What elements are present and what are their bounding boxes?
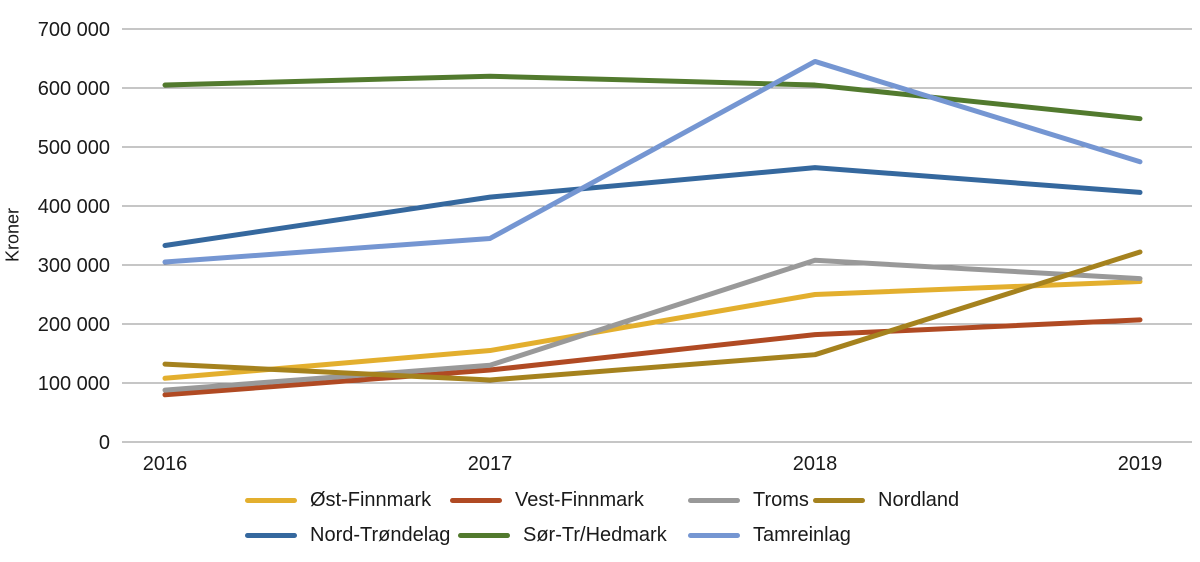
y-tick-label: 600 000: [38, 78, 110, 100]
x-tick-label: 2017: [468, 453, 513, 475]
series-line-tamreinlag: [162, 58, 1143, 265]
y-tick-label: 300 000: [38, 255, 110, 277]
legend-item-nordland: Nordland: [813, 488, 959, 512]
legend-item-øst-finnmark: Øst-Finnmark: [245, 488, 431, 512]
x-tick-label: 2019: [1118, 453, 1163, 475]
y-axis-title: Kroner: [2, 207, 23, 263]
legend-swatch-sør-tr-hedmark: [458, 532, 510, 538]
legend-swatch-øst-finnmark: [245, 497, 297, 503]
legend-item-tamreinlag: Tamreinlag: [688, 523, 851, 547]
legend-swatch-nord-trøndelag: [245, 532, 297, 538]
x-tick-label: 2018: [793, 453, 838, 475]
series-line-troms: [162, 257, 1143, 393]
y-tick-label: 700 000: [38, 19, 110, 41]
y-tick-label: 200 000: [38, 314, 110, 336]
legend-item-nord-trøndelag: Nord-Trøndelag: [245, 523, 450, 547]
legend-item-sør-tr-hedmark: Sør-Tr/Hedmark: [458, 523, 667, 547]
legend-swatch-troms: [688, 497, 740, 503]
legend-label: Nordland: [878, 489, 960, 511]
series-line-nordland: [162, 249, 1143, 383]
legend-label: Øst-Finnmark: [310, 489, 432, 511]
legend-swatch-nordland: [813, 497, 865, 503]
y-tick-label: 0: [99, 432, 110, 454]
legend-swatch-tamreinlag: [688, 532, 740, 538]
legend-item-troms: Troms: [688, 488, 809, 512]
y-tick-label: 500 000: [38, 137, 110, 159]
legend-label: Tamreinlag: [753, 524, 851, 546]
y-tick-label: 400 000: [38, 196, 110, 218]
legend-label: Vest-Finnmark: [515, 489, 644, 511]
y-tick-label: 100 000: [38, 373, 110, 395]
series-line-øst-finnmark: [162, 279, 1143, 381]
legend-label: Sør-Tr/Hedmark: [523, 524, 667, 546]
series-line-nord-trøndelag: [162, 165, 1143, 249]
legend-label: Nord-Trøndelag: [310, 524, 451, 546]
legend-label: Troms: [753, 489, 809, 511]
x-tick-label: 2016: [143, 453, 188, 475]
series-line-sør-tr-hedmark: [162, 73, 1143, 122]
series-line-vest-finnmark: [162, 317, 1143, 398]
legend-swatch-vest-finnmark: [450, 497, 502, 503]
legend-item-vest-finnmark: Vest-Finnmark: [450, 488, 644, 512]
